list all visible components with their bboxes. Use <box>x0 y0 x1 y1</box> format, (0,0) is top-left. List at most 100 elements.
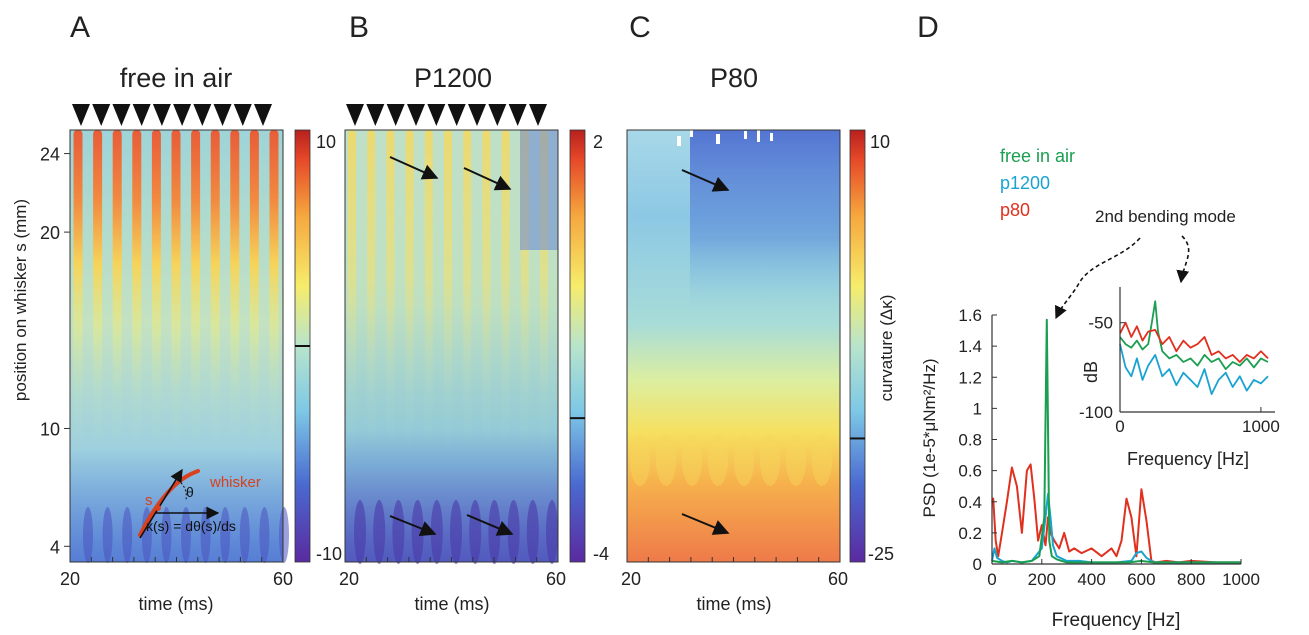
panel-b-arrows <box>389 156 514 537</box>
panel-c-arrows <box>681 169 730 535</box>
panel-b-xtick-end: 60 <box>546 569 566 589</box>
stimulus-triangle <box>366 104 385 126</box>
annotation-arrow-main <box>1055 237 1141 320</box>
psd-ytick-label: 1.6 <box>958 306 982 325</box>
panel-d-legend: free in air p1200 p80 <box>1000 146 1075 220</box>
arrow-c1 <box>681 169 730 192</box>
stimulus-triangle <box>407 104 425 126</box>
panel-a-letter: A <box>70 11 90 44</box>
panel-a-xtick-end: 60 <box>273 569 293 589</box>
stimulus-triangle <box>468 104 486 126</box>
stimulus-triangle <box>427 104 446 126</box>
colorbar-a-min: -10 <box>316 544 342 564</box>
inset-xtick-label: 1000 <box>1242 417 1280 436</box>
psd-ytick-label: 0.2 <box>958 524 982 543</box>
psd-xtick-label: 400 <box>1077 570 1105 589</box>
arrow-b4 <box>466 514 514 536</box>
psd-xtick-label: 0 <box>987 570 996 589</box>
panel-a-ytick-label: 10 <box>40 419 60 439</box>
panel-a-colorbar: 10 -10 <box>294 129 342 564</box>
panel-b-title: P1200 <box>414 63 492 93</box>
psd-xtick-label: 200 <box>1028 570 1056 589</box>
psd-xtick-label: 1000 <box>1222 570 1260 589</box>
stimulus-triangle <box>92 104 111 126</box>
point-s <box>155 505 161 511</box>
panel-c-xtick-start: 20 <box>621 569 641 589</box>
stimulus-triangle <box>72 104 90 126</box>
stimulus-triangle <box>346 104 364 126</box>
arrow-c2 <box>681 513 730 535</box>
theta-label: θ <box>186 484 194 500</box>
psd-xtick-label: 600 <box>1127 570 1155 589</box>
colorbar-b-min: -4 <box>593 544 609 564</box>
panel-c-colorbar: 10 -25 curvature (Δκ) <box>849 129 896 564</box>
inset-db-chart: -50 -1000 1000 Frequency [Hz] dB <box>1079 285 1280 469</box>
bending-mode-annotation: 2nd bending mode <box>1095 207 1236 226</box>
s-label: s <box>145 492 153 509</box>
panel-a-y-axis: 24 20 10 4 position on whisker s (mm) <box>11 130 71 562</box>
psd-series-line <box>991 463 1241 564</box>
inset-ytick-label: -100 <box>1079 403 1113 422</box>
psd-ytick-label: 1.4 <box>958 337 982 356</box>
panel-a-xtick-start: 20 <box>60 569 80 589</box>
stimulus-triangle <box>173 104 192 126</box>
inset-xtick-label: 0 <box>1115 417 1124 436</box>
psd-xlabel: Frequency [Hz] <box>1052 610 1181 631</box>
panel-b-xtick-start: 20 <box>339 569 359 589</box>
whisker-curve <box>138 469 200 537</box>
arrow-b3 <box>389 515 437 537</box>
panel-a-xlabel: time (ms) <box>139 594 214 614</box>
whisker-inset: whisker s θ κ(s) = dθ(s)/ds <box>138 468 261 539</box>
panel-b-heatmap <box>344 129 559 564</box>
panel-a-title: free in air <box>120 63 233 93</box>
panel-c-title: P80 <box>710 63 758 93</box>
panel-c-letter: C <box>629 11 651 44</box>
legend-p1200: p1200 <box>1000 173 1050 193</box>
psd-series-line <box>991 318 1241 564</box>
psd-ytick-label: 0.8 <box>958 431 982 450</box>
panel-c-xtick-end: 60 <box>828 569 848 589</box>
panel-b-colorbar: 2 -4 <box>569 129 609 564</box>
colorbar-b-max: 2 <box>593 132 603 152</box>
inset-ytick-label: -50 <box>1088 314 1113 333</box>
arrow-b2 <box>463 167 512 191</box>
panel-b-letter: B <box>349 11 369 44</box>
stimulus-triangle <box>447 104 466 126</box>
heatmap-x-ticks <box>69 557 841 563</box>
arrow-b1 <box>389 156 439 180</box>
panel-a-ytick-label: 24 <box>40 145 60 165</box>
colorbar-a-max: 10 <box>316 132 336 152</box>
colorbar-c-max: 10 <box>870 132 890 152</box>
stimulus-triangle <box>193 104 212 126</box>
legend-p80: p80 <box>1000 200 1030 220</box>
inset-xlabel: Frequency [Hz] <box>1127 449 1249 469</box>
inset-series-line <box>1119 343 1269 396</box>
legend-free-in-air: free in air <box>1000 146 1075 166</box>
stimulus-triangle <box>152 104 171 126</box>
colorbar-c-min: -25 <box>868 544 894 564</box>
panel-c-xlabel: time (ms) <box>697 594 772 614</box>
inset-series-line <box>1119 300 1269 371</box>
psd-ytick-label: 1 <box>973 399 982 418</box>
psd-ytick-label: 0.6 <box>958 462 982 481</box>
inset-series-line <box>1119 321 1269 363</box>
stimulus-triangle <box>529 104 547 126</box>
annotation-arrow-inset <box>1176 235 1190 284</box>
stimulus-triangle <box>233 104 252 126</box>
stimulus-triangle <box>488 104 507 126</box>
panel-a-stimulus-markers <box>72 104 272 126</box>
panel-a-ytick-label: 4 <box>50 537 60 557</box>
psd-ytick-label: 0.4 <box>958 493 982 512</box>
panel-d-letter: D <box>917 11 939 44</box>
psd-chart: 0 0.2 0.4 0.6 0.8 1 1.2 1.4 1.6 0 200 400 600 800 1000… <box>920 306 1260 631</box>
psd-ytick-label: 0 <box>973 555 982 574</box>
curvature-equation: κ(s) = dθ(s)/ds <box>146 518 236 534</box>
tangent-line <box>139 468 183 539</box>
panel-a-heatmap <box>69 129 289 563</box>
panel-c-heatmap <box>626 129 841 563</box>
psd-ylabel: PSD (1e-5*μNm²/Hz) <box>920 358 939 517</box>
angle-arc <box>177 479 187 501</box>
whisker-label: whisker <box>209 474 261 491</box>
stimulus-triangle <box>386 104 405 126</box>
colorbar-c-label: curvature (Δκ) <box>877 295 896 402</box>
